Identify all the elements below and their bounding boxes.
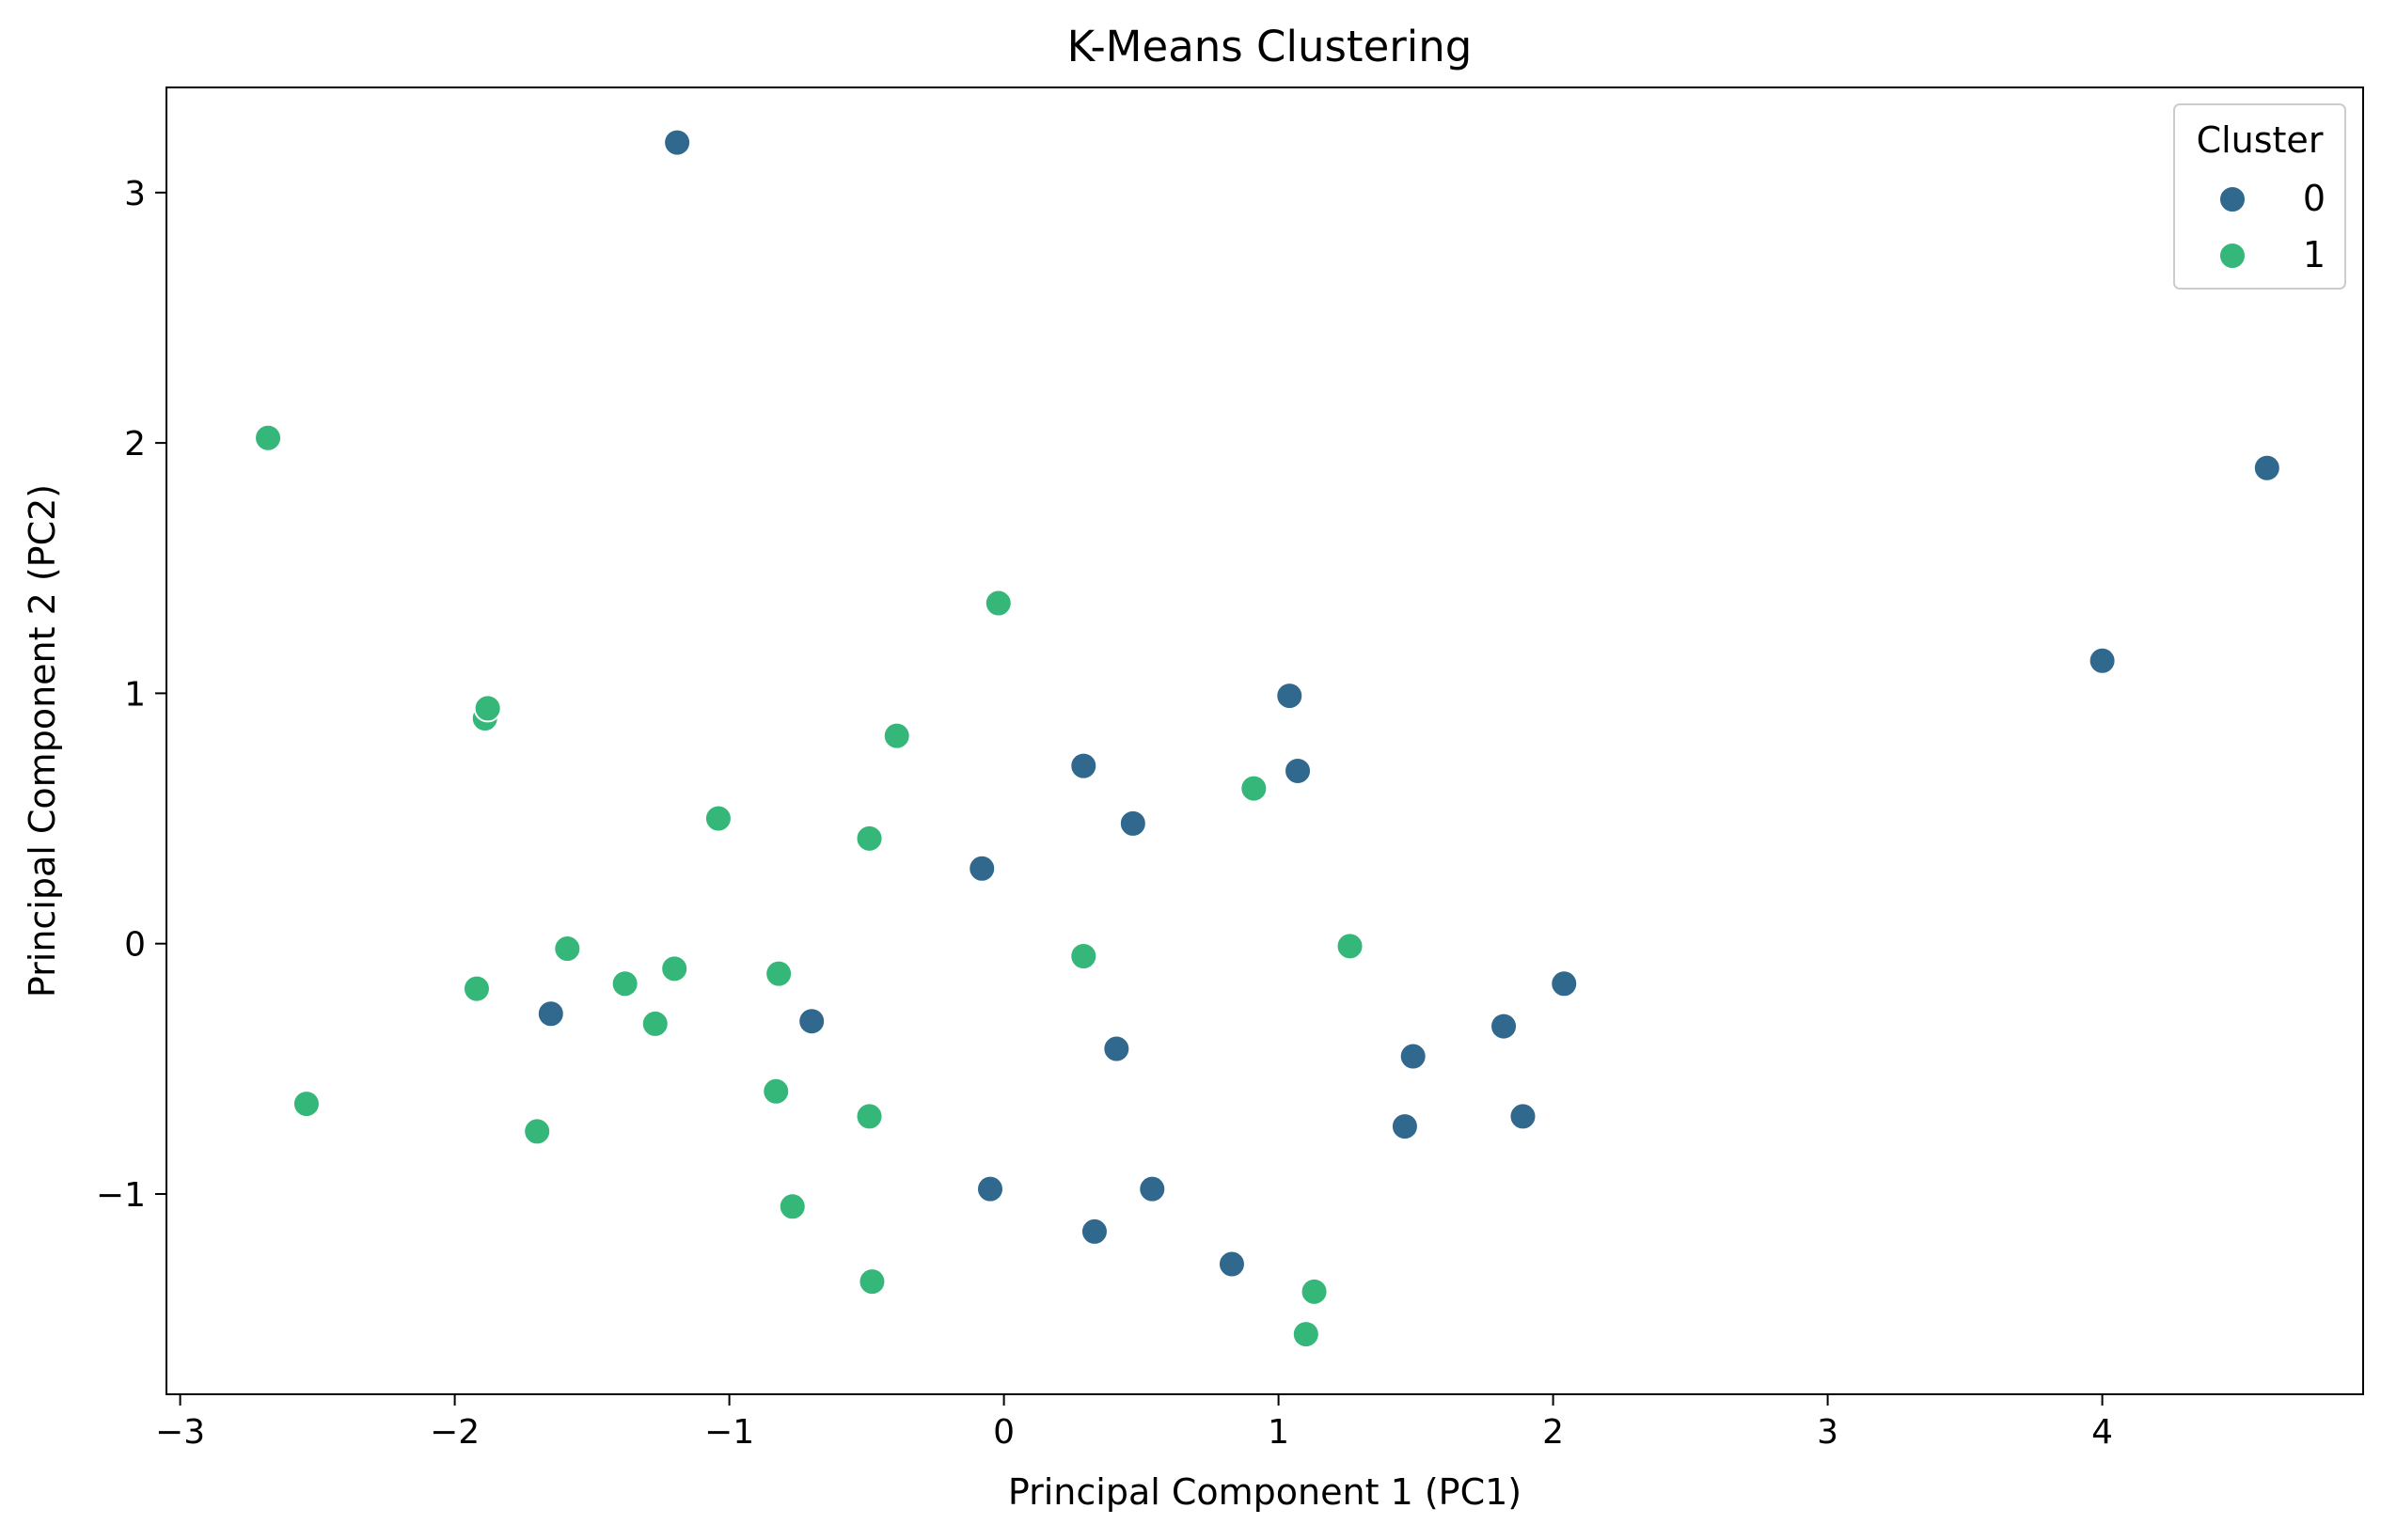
data-point-cluster-0: [2252, 453, 2281, 482]
data-point-cluster-0: [1284, 756, 1313, 785]
data-point-cluster-0: [1138, 1174, 1167, 1203]
data-point-cluster-1: [858, 1267, 887, 1296]
legend-marker-cluster-0: [2218, 185, 2247, 213]
data-point-cluster-0: [797, 1007, 827, 1036]
data-point-cluster-1: [882, 721, 911, 750]
legend-frame: [2173, 103, 2346, 290]
x-axis-title: Principal Component 1 (PC1): [1008, 1471, 1522, 1513]
data-point-cluster-1: [855, 1102, 884, 1131]
data-point-cluster-1: [523, 1117, 552, 1146]
y-axis-ticks: −1 0 1 2 3: [96, 175, 166, 1215]
x-tick-label: 2: [1542, 1413, 1564, 1452]
data-point-cluster-1: [1300, 1277, 1329, 1306]
y-tick-label: 0: [124, 926, 146, 965]
data-point-cluster-0: [1069, 751, 1098, 780]
axes-frame: [166, 86, 2364, 1395]
data-point-cluster-0: [1508, 1102, 1537, 1131]
y-axis-title: Principal Component 2 (PC2): [22, 484, 63, 998]
x-tick-label: −1: [704, 1413, 754, 1452]
data-point-cluster-0: [968, 854, 997, 883]
data-point-cluster-0: [1080, 1217, 1109, 1246]
legend: Cluster 0 1: [2173, 103, 2346, 290]
legend-label-cluster-1: 1: [2303, 234, 2326, 275]
data-point-cluster-1: [855, 824, 884, 853]
data-point-cluster-0: [1217, 1249, 1246, 1279]
data-point-cluster-1: [703, 804, 733, 833]
data-point-cluster-0: [1490, 1012, 1519, 1041]
data-point-cluster-1: [778, 1192, 807, 1221]
data-point-cluster-1: [1239, 774, 1269, 803]
x-tick-label: 0: [993, 1413, 1015, 1452]
x-axis-ticks: −3 −2 −1 0 1 2 3 4: [155, 1394, 2113, 1452]
data-point-cluster-1: [1335, 932, 1364, 961]
data-point-cluster-1: [660, 954, 689, 983]
data-point-cluster-0: [976, 1174, 1004, 1203]
x-tick-label: −3: [155, 1413, 205, 1452]
data-point-cluster-0: [2088, 646, 2117, 675]
data-point-cluster-0: [1390, 1112, 1419, 1141]
x-tick-label: 4: [2091, 1413, 2113, 1452]
data-point-cluster-0: [1118, 809, 1147, 838]
data-point-cluster-0: [536, 999, 565, 1029]
x-tick-label: −2: [430, 1413, 480, 1452]
data-point-cluster-1: [765, 959, 794, 988]
data-point-cluster-1: [254, 423, 283, 452]
data-point-cluster-0: [1102, 1034, 1131, 1063]
data-point-cluster-1: [640, 1009, 670, 1038]
data-point-cluster-1: [553, 935, 582, 964]
data-point-cluster-0: [1550, 969, 1579, 998]
data-point-cluster-1: [292, 1090, 321, 1119]
data-point-cluster-1: [1069, 942, 1098, 971]
data-point-cluster-0: [663, 128, 692, 157]
data-point-cluster-1: [984, 589, 1013, 618]
chart-title: K-Means Clustering: [1067, 22, 1473, 71]
data-point-cluster-1: [473, 694, 502, 723]
legend-label-cluster-0: 0: [2303, 178, 2326, 219]
data-point-cluster-0: [1398, 1042, 1427, 1071]
data-point-cluster-1: [462, 974, 491, 1003]
legend-marker-cluster-1: [2218, 242, 2247, 270]
data-point-cluster-0: [1275, 682, 1304, 711]
plot-area: [254, 128, 2281, 1349]
x-tick-label: 3: [1817, 1413, 1838, 1452]
data-point-cluster-1: [762, 1076, 791, 1106]
data-point-cluster-1: [1291, 1320, 1320, 1349]
x-tick-label: 1: [1268, 1413, 1289, 1452]
y-tick-label: 2: [124, 425, 146, 464]
data-point-cluster-1: [610, 969, 639, 998]
y-tick-label: 1: [124, 675, 146, 714]
y-tick-label: 3: [124, 175, 146, 213]
legend-title: Cluster: [2197, 119, 2324, 161]
y-tick-label: −1: [96, 1176, 146, 1215]
